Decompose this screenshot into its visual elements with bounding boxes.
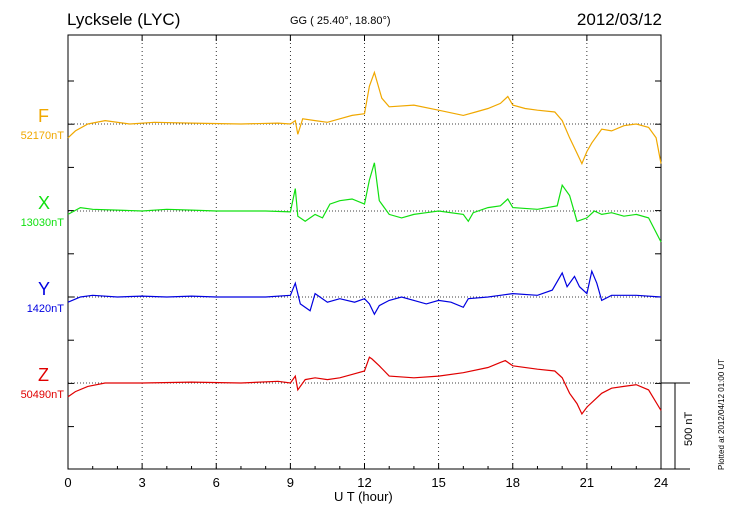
x-tick-label: 6	[213, 475, 220, 490]
x-axis-label: U T (hour)	[334, 489, 393, 504]
x-tick-label: 3	[139, 475, 146, 490]
baseline-value-y: 1420nT	[26, 303, 64, 315]
station-title: Lycksele (LYC)	[67, 10, 181, 29]
series-lines	[67, 70, 662, 416]
x-tick-label: 15	[431, 475, 445, 490]
series-line-f	[67, 70, 662, 166]
coordinates-label: GG ( 25.40°, 18.80°)	[290, 15, 391, 27]
series-line-y	[67, 269, 662, 316]
axis-ticks: 0 3 6 9 12 15 18 21 24	[64, 35, 668, 490]
series-name-z: Z	[38, 365, 49, 385]
series-name-y: Y	[38, 279, 51, 299]
gridlines	[68, 35, 661, 469]
series-name-f: F	[38, 106, 49, 126]
date-label: 2012/03/12	[576, 10, 662, 29]
x-tick-label: 18	[506, 475, 520, 490]
scale-bar	[661, 382, 690, 470]
plotted-timestamp: Plotted at 2012/04/12 01:00 UT	[717, 358, 726, 470]
series-name-x: X	[38, 193, 51, 213]
scale-bar-label: 500 nT	[683, 411, 695, 446]
x-tick-label: 0	[64, 475, 71, 490]
x-tick-label: 21	[580, 475, 594, 490]
x-tick-label: 24	[654, 475, 668, 490]
x-tick-label: 9	[287, 475, 294, 490]
baseline-value-x: 13030nT	[20, 217, 64, 229]
baseline-value-z: 50490nT	[20, 389, 64, 401]
baseline-value-f: 52170nT	[20, 130, 64, 142]
series-line-z	[67, 356, 662, 416]
x-tick-label: 12	[357, 475, 371, 490]
series-line-x	[67, 162, 662, 243]
